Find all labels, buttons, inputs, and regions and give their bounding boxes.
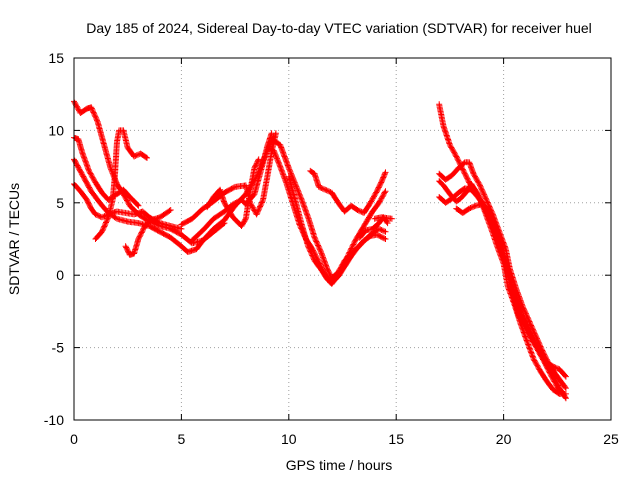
series-arc-13 — [307, 167, 389, 216]
data-points — [371, 214, 395, 222]
x-tick-label: 25 — [603, 431, 619, 447]
series-arc-15 — [371, 214, 395, 222]
x-tick-label: 10 — [281, 431, 297, 447]
x-tick-label: 15 — [388, 431, 404, 447]
y-tick-label: -5 — [52, 340, 65, 356]
y-tick-label: -10 — [44, 412, 64, 428]
data-points — [285, 173, 389, 287]
y-tick-label: 15 — [48, 50, 64, 66]
x-tick-label: 0 — [70, 431, 78, 447]
plot-area — [71, 98, 569, 402]
series-arc-12 — [285, 173, 389, 287]
series-arc-19 — [453, 201, 569, 402]
data-points — [92, 127, 150, 242]
series-arc-9 — [204, 156, 262, 229]
axis-ticks: 0 5 10 15 20 25 -10 -5 0 5 10 15 — [44, 50, 619, 447]
x-tick-label: 5 — [178, 431, 186, 447]
x-tick-label: 20 — [496, 431, 512, 447]
series-arc-20 — [436, 178, 569, 397]
y-axis-label: SDTVAR / TECUs — [6, 183, 22, 295]
data-points — [307, 167, 389, 216]
chart-title: Day 185 of 2024, Sidereal Day-to-day VTE… — [86, 20, 592, 36]
data-points — [204, 156, 262, 229]
y-tick-label: 5 — [56, 195, 64, 211]
data-points — [453, 201, 569, 402]
data-points — [436, 178, 569, 397]
grid-lines — [74, 58, 611, 420]
plot-frame — [73, 57, 612, 421]
data-points — [122, 207, 174, 258]
series-arc-5 — [92, 127, 150, 242]
y-tick-label: 0 — [56, 267, 64, 283]
series-arc-6 — [122, 207, 174, 258]
y-tick-label: 10 — [48, 122, 64, 138]
x-axis-label: GPS time / hours — [286, 457, 393, 473]
